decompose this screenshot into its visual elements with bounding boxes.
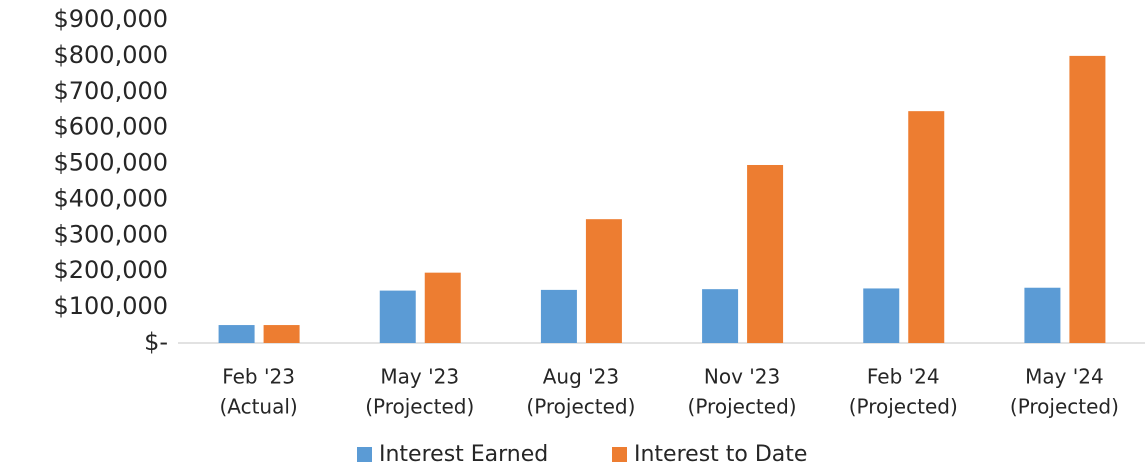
bar bbox=[702, 289, 739, 343]
y-tick-label: $600,000 bbox=[53, 113, 168, 141]
y-tick-label: $800,000 bbox=[53, 41, 168, 69]
bar bbox=[908, 111, 945, 343]
x-tick-label: Nov '23 bbox=[704, 365, 780, 389]
bar bbox=[263, 325, 300, 343]
x-tick-label: (Projected) bbox=[849, 395, 958, 419]
legend-label: Interest to Date bbox=[634, 442, 807, 467]
x-tick-label: May '23 bbox=[380, 365, 459, 389]
x-tick-label: (Actual) bbox=[219, 395, 297, 419]
y-tick-label: $300,000 bbox=[53, 220, 168, 248]
bar bbox=[863, 288, 900, 343]
bar bbox=[747, 164, 784, 343]
y-tick-label: $700,000 bbox=[53, 77, 168, 105]
bar bbox=[1069, 55, 1106, 344]
x-tick-label: May '24 bbox=[1025, 365, 1104, 389]
bar bbox=[585, 219, 622, 343]
x-tick-label: (Projected) bbox=[688, 395, 797, 419]
legend-label: Interest Earned bbox=[379, 442, 548, 467]
x-tick-label: (Projected) bbox=[1010, 395, 1119, 419]
legend-swatch bbox=[612, 447, 627, 462]
legend-swatch bbox=[357, 447, 372, 462]
bar bbox=[424, 272, 461, 343]
x-tick-label: Feb '23 bbox=[222, 365, 295, 389]
y-tick-label: $200,000 bbox=[53, 256, 168, 284]
x-tick-label: Feb '24 bbox=[867, 365, 940, 389]
y-tick-label: $500,000 bbox=[53, 149, 168, 177]
y-tick-label: $100,000 bbox=[53, 292, 168, 320]
bar bbox=[379, 290, 416, 343]
bar bbox=[1024, 287, 1061, 343]
y-tick-label: $900,000 bbox=[53, 5, 168, 33]
y-tick-label: $400,000 bbox=[53, 184, 168, 212]
x-tick-label: (Projected) bbox=[526, 395, 635, 419]
bar bbox=[218, 325, 255, 343]
bar bbox=[540, 289, 577, 343]
x-tick-label: Aug '23 bbox=[543, 365, 619, 389]
x-tick-label: (Projected) bbox=[365, 395, 474, 419]
y-tick-label: $- bbox=[144, 328, 168, 356]
